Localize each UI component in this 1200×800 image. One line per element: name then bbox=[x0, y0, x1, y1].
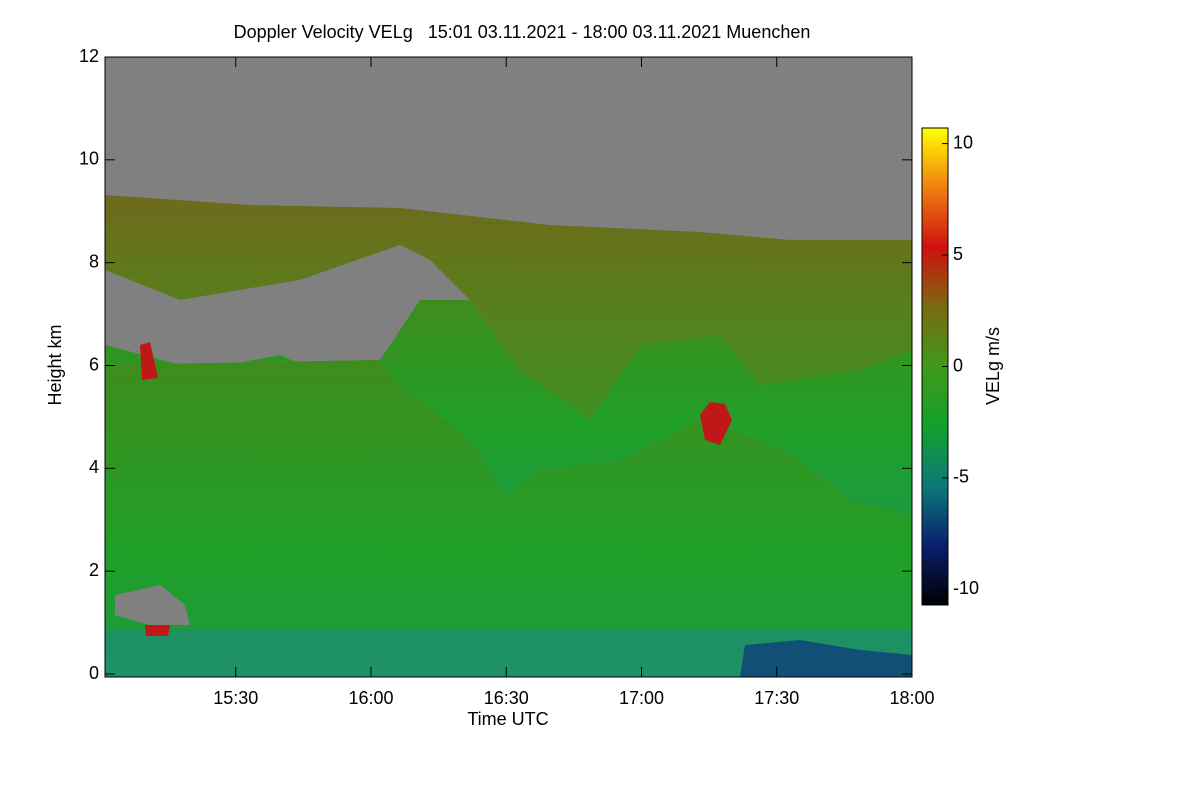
x-tick-label: 16:00 bbox=[348, 688, 393, 708]
colorbar-tick-label: -5 bbox=[953, 467, 969, 487]
velocity-field bbox=[105, 195, 912, 677]
colorbar-tick-label: 5 bbox=[953, 244, 963, 264]
y-tick-label: 12 bbox=[79, 46, 99, 66]
colorbar-label: VELg m/s bbox=[983, 327, 1003, 405]
colorbar-tick-label: 10 bbox=[953, 132, 973, 152]
chart-title: Doppler Velocity VELg 15:01 03.11.2021 -… bbox=[234, 22, 811, 42]
x-tick-label: 17:00 bbox=[619, 688, 664, 708]
plot-frame bbox=[104, 56, 913, 678]
x-tick-label: 16:30 bbox=[484, 688, 529, 708]
y-tick-label: 10 bbox=[79, 149, 99, 169]
x-tick-label: 17:30 bbox=[754, 688, 799, 708]
y-tick-label: 4 bbox=[89, 457, 99, 477]
colorbar-tick-label: 0 bbox=[953, 355, 963, 375]
x-tick-label: 15:30 bbox=[213, 688, 258, 708]
y-tick-label: 2 bbox=[89, 560, 99, 580]
y-axis-label: Height km bbox=[45, 324, 65, 405]
x-axis-label: Time UTC bbox=[467, 709, 548, 729]
y-tick-label: 0 bbox=[89, 663, 99, 683]
x-tick-label: 18:00 bbox=[889, 688, 934, 708]
y-tick-label: 6 bbox=[89, 354, 99, 374]
y-tick-label: 8 bbox=[89, 251, 99, 271]
colorbar-tick-label: -10 bbox=[953, 578, 979, 598]
